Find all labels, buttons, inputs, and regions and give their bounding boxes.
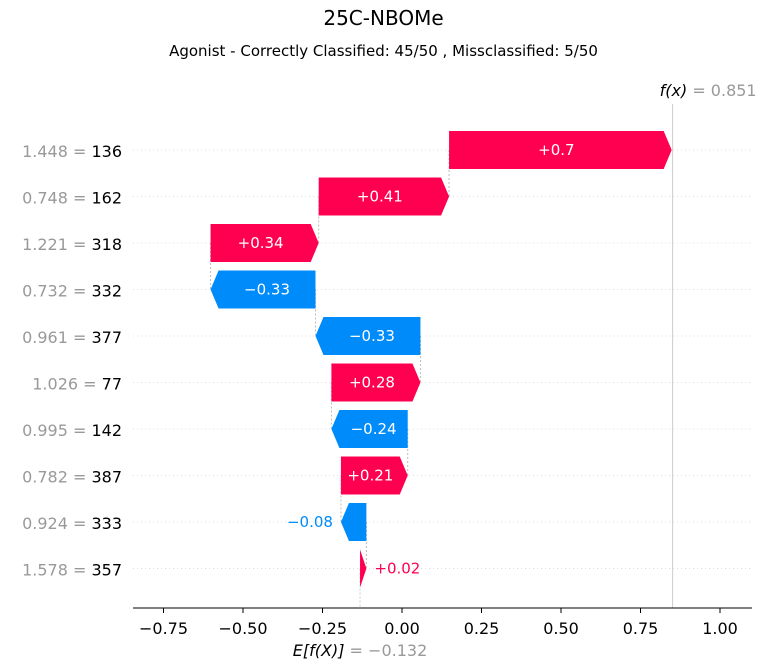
- feature-value: 1.578 =: [22, 561, 91, 580]
- bars-layer: [210, 131, 672, 588]
- feature-value: 0.961 =: [22, 328, 91, 347]
- bar-value-label: +0.7: [538, 141, 574, 159]
- x-tick-label: −0.50: [218, 619, 267, 638]
- feature-value: 0.748 =: [22, 189, 91, 208]
- feature-value: 0.782 =: [22, 468, 91, 487]
- feature-name: 333: [91, 514, 122, 533]
- feature-value: 0.732 =: [22, 282, 91, 301]
- feature-label-162: 0.748 = 162: [22, 189, 122, 208]
- feature-value: 0.995 =: [22, 421, 91, 440]
- bar-377: [315, 317, 421, 355]
- bar-77: [331, 363, 421, 402]
- feature-name: 387: [91, 468, 122, 487]
- feature-value: 1.026 =: [32, 375, 101, 394]
- feature-name: 318: [91, 235, 122, 254]
- bar-value-label: −0.08: [287, 513, 333, 531]
- feature-name: 142: [91, 421, 122, 440]
- bar-value-label: +0.41: [357, 188, 403, 206]
- bar-value-label: +0.21: [347, 467, 393, 485]
- chart-subtitle: Agonist - Correctly Classified: 45/50 , …: [169, 42, 598, 60]
- x-tick-label: −0.75: [139, 619, 188, 638]
- feature-value: 0.924 =: [22, 514, 91, 533]
- bar-318: [210, 224, 319, 262]
- feature-label-136: 1.448 = 136: [22, 142, 122, 161]
- feature-value: 1.221 =: [22, 235, 91, 254]
- x-tick-label: 1.00: [702, 619, 738, 638]
- x-tick-label: 0.25: [464, 619, 500, 638]
- bar-value-label: −0.33: [349, 327, 395, 345]
- bar-332: [210, 270, 316, 309]
- feature-name: 357: [91, 561, 122, 580]
- feature-label-387: 0.782 = 387: [22, 468, 122, 487]
- x-tick-label: 0.00: [384, 619, 420, 638]
- feature-label-318: 1.221 = 318: [22, 235, 122, 254]
- feature-label-357: 1.578 = 357: [22, 561, 122, 580]
- feature-name: 162: [91, 189, 122, 208]
- labels-layer: +0.7 1.448 = 136 +0.41 0.748 = 162 +0.34 1.22…: [22, 81, 757, 580]
- x-axis: −0.75 −0.50 −0.25 0.00 0.25 0.50 0.75 1.00 E[f(X…: [133, 607, 752, 660]
- bar-value-label: −0.24: [351, 420, 397, 438]
- feature-label-332: 0.732 = 332: [22, 282, 122, 301]
- feature-value: 1.448 =: [22, 142, 91, 161]
- bar-162: [318, 177, 450, 216]
- base-value-symbol: E[f(X)]: [293, 641, 350, 660]
- output-value-label: f(x) = 0.851: [660, 81, 757, 100]
- grid-layer: [133, 104, 752, 608]
- feature-name: 77: [102, 375, 122, 394]
- bar-333: [340, 503, 367, 541]
- output-value-number: = 0.851: [692, 81, 756, 100]
- feature-name: 377: [91, 328, 122, 347]
- feature-label-142: 0.995 = 142: [22, 421, 122, 440]
- base-value-label: E[f(X)] = −0.132: [293, 641, 427, 660]
- feature-label-377: 0.961 = 377: [22, 328, 122, 347]
- bar-357: [360, 549, 367, 588]
- feature-name: 332: [91, 282, 122, 301]
- feature-label-77: 1.026 = 77: [32, 375, 122, 394]
- x-tick-label: −0.25: [298, 619, 347, 638]
- chart-title: 25C-NBOMe: [323, 6, 444, 30]
- feature-name: 136: [91, 142, 122, 161]
- bar-387: [340, 456, 408, 495]
- bar-value-label: −0.33: [244, 281, 290, 299]
- feature-label-333: 0.924 = 333: [22, 514, 122, 533]
- x-tick-label: 0.50: [543, 619, 579, 638]
- output-value-symbol: f(x): [660, 81, 693, 100]
- base-value-number: = −0.132: [350, 641, 428, 660]
- x-tick-label: 0.75: [623, 619, 659, 638]
- bar-value-label: +0.34: [238, 234, 284, 252]
- bar-value-label: +0.28: [349, 374, 395, 392]
- bar-136: [449, 131, 672, 169]
- bar-142: [331, 410, 408, 448]
- bar-value-label: +0.02: [374, 560, 420, 578]
